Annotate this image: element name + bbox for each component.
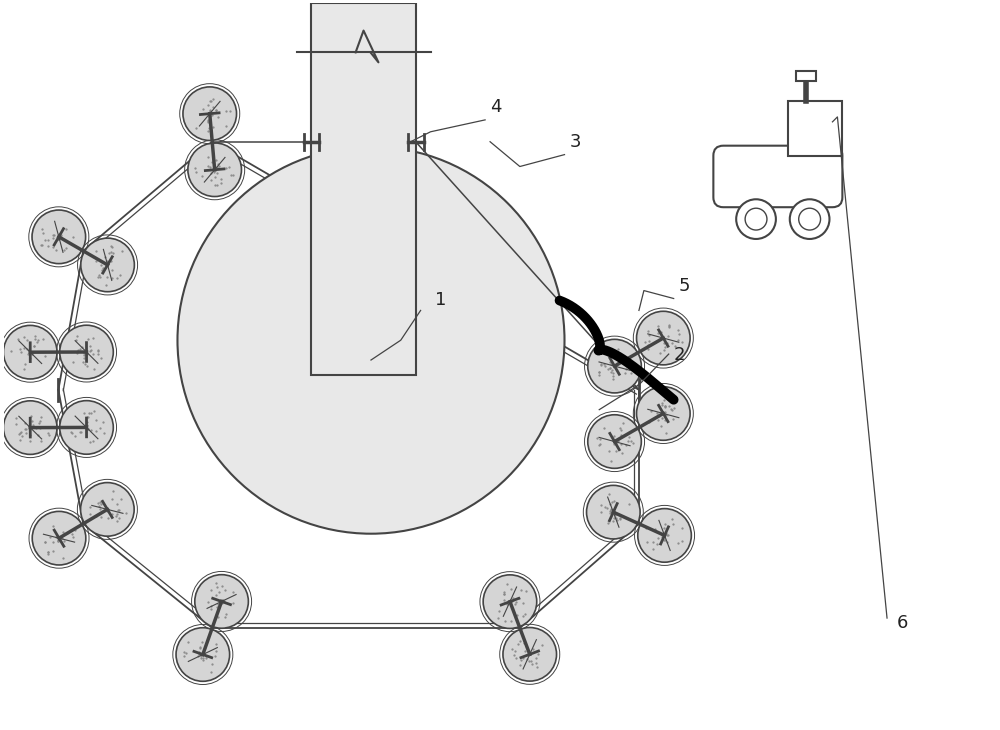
Circle shape <box>483 575 537 629</box>
Circle shape <box>195 575 248 629</box>
Circle shape <box>637 387 690 440</box>
Circle shape <box>588 339 641 393</box>
Circle shape <box>3 401 57 454</box>
Text: 2: 2 <box>674 346 685 364</box>
Circle shape <box>799 208 821 230</box>
Circle shape <box>60 401 113 454</box>
Circle shape <box>503 628 557 681</box>
Polygon shape <box>311 3 416 375</box>
Text: 4: 4 <box>490 98 502 116</box>
Circle shape <box>588 415 641 469</box>
Circle shape <box>183 87 237 140</box>
Bar <box>796 72 816 81</box>
Circle shape <box>790 199 829 239</box>
Circle shape <box>32 512 86 565</box>
Circle shape <box>587 485 640 539</box>
FancyBboxPatch shape <box>713 146 842 207</box>
Circle shape <box>637 311 690 365</box>
Circle shape <box>736 199 776 239</box>
Circle shape <box>745 208 767 230</box>
Polygon shape <box>788 101 842 155</box>
Circle shape <box>188 143 241 196</box>
Circle shape <box>60 325 113 379</box>
Circle shape <box>638 509 691 562</box>
Text: 5: 5 <box>679 277 690 295</box>
Circle shape <box>81 238 134 292</box>
Circle shape <box>81 483 134 536</box>
Circle shape <box>32 210 86 264</box>
Circle shape <box>3 326 57 379</box>
Circle shape <box>176 628 230 681</box>
Text: 6: 6 <box>897 614 908 632</box>
Circle shape <box>177 147 565 534</box>
Text: 3: 3 <box>569 133 581 150</box>
Text: 1: 1 <box>435 291 447 310</box>
